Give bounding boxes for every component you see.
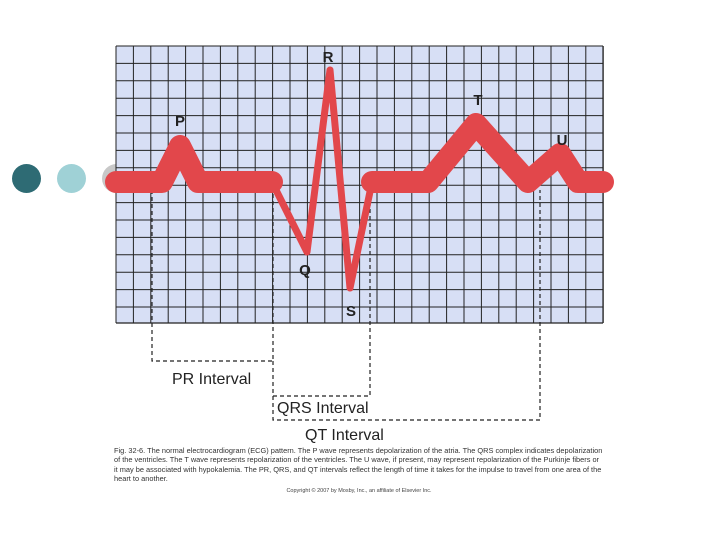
figure-caption: Fig. 32-6. The normal electrocardiogram … [114, 446, 603, 484]
t-wave-label: T [473, 92, 482, 109]
ecg-waveform [105, 66, 614, 292]
s-wave-label: S [346, 303, 356, 320]
q-wave-label: Q [299, 262, 311, 279]
decorative-dot-light [57, 164, 86, 193]
qt-interval-bracket [272, 190, 541, 421]
p-wave-label: P [175, 113, 185, 130]
interval-markers [151, 190, 541, 421]
u-wave-label: U [557, 132, 568, 149]
st-segment-t-u-waves [361, 113, 614, 193]
pr-interval-bracket [151, 190, 274, 362]
qrs-interval-bracket [272, 190, 371, 397]
qrs-complex [268, 66, 376, 292]
decorative-dot-dark [12, 164, 41, 193]
copyright-notice: Copyright © 2007 by Mosby, Inc., an affi… [286, 488, 432, 494]
pr-interval-label: PR Interval [172, 371, 251, 388]
baseline-p-wave [105, 135, 283, 193]
qt-interval-label: QT Interval [305, 427, 384, 444]
qrs-interval-label: QRS Interval [277, 400, 369, 417]
r-wave-label: R [323, 49, 334, 66]
